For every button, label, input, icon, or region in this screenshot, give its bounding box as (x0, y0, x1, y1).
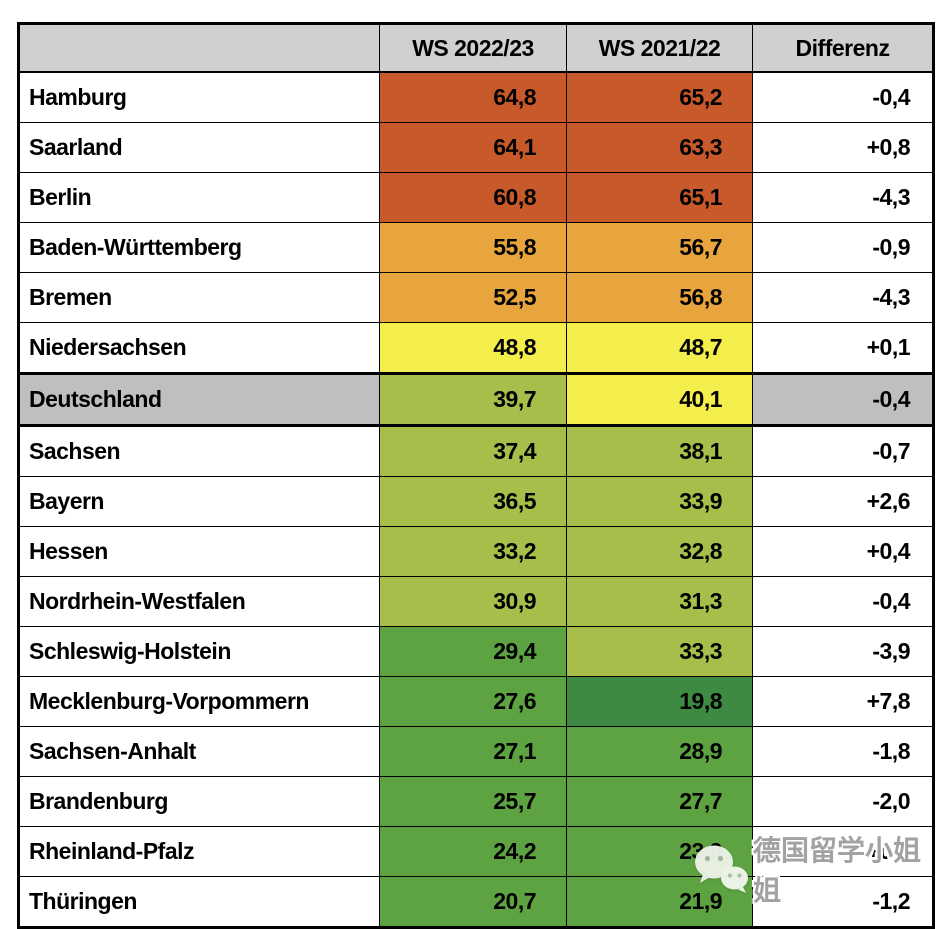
header-row: WS 2022/23 WS 2021/22 Differenz (18, 23, 934, 73)
table-row: Baden-Württemberg 55,8 56,7 -0,9 (18, 222, 934, 273)
value-ws2021-22-cell: 31,3 (566, 576, 753, 627)
header-empty-cell (18, 23, 380, 73)
differenz-cell: +0,4 (752, 526, 934, 577)
table-row: Bremen 52,5 56,8 -4,3 (18, 272, 934, 323)
state-name-cell: Deutschland (18, 372, 380, 427)
table-row: Hessen 33,2 32,8 +0,4 (18, 526, 934, 577)
value-ws2021-22-cell: 38,1 (566, 425, 753, 477)
state-name-cell: Brandenburg (18, 776, 380, 827)
table-row: Hamburg 64,8 65,2 -0,4 (18, 71, 934, 123)
value-ws2021-22-cell: 33,3 (566, 626, 753, 677)
state-name-cell: Baden-Württemberg (18, 222, 380, 273)
value-ws2021-22-cell: 40,1 (566, 372, 753, 427)
value-ws2022-23-cell: 64,1 (379, 122, 567, 173)
differenz-cell: -4,3 (752, 172, 934, 223)
value-ws2022-23-cell: 37,4 (379, 425, 567, 477)
table-row: Berlin 60,8 65,1 -4,3 (18, 172, 934, 223)
value-ws2022-23-cell: 55,8 (379, 222, 567, 273)
table-row: Sachsen-Anhalt 27,1 28,9 -1,8 (18, 726, 934, 777)
value-ws2022-23-cell: 27,1 (379, 726, 567, 777)
state-name-cell: Rheinland-Pfalz (18, 826, 380, 877)
differenz-cell: -1,2 (752, 876, 934, 928)
table-row: Bayern 36,5 33,9 +2,6 (18, 476, 934, 527)
value-ws2021-22-cell: 33,9 (566, 476, 753, 527)
header-ws-2021-22: WS 2021/22 (566, 23, 753, 73)
table-row: Niedersachsen 48,8 48,7 +0,1 (18, 322, 934, 374)
value-ws2021-22-cell: 63,3 (566, 122, 753, 173)
differenz-cell: +0,8 (752, 122, 934, 173)
state-name-cell: Sachsen-Anhalt (18, 726, 380, 777)
value-ws2021-22-cell: 65,1 (566, 172, 753, 223)
state-name-cell: Bremen (18, 272, 380, 323)
state-name-cell: Mecklenburg-Vorpommern (18, 676, 380, 727)
value-ws2022-23-cell: 52,5 (379, 272, 567, 323)
state-name-cell: Berlin (18, 172, 380, 223)
value-ws2022-23-cell: 27,6 (379, 676, 567, 727)
header-ws-2022-23: WS 2022/23 (379, 23, 567, 73)
differenz-cell: +7,8 (752, 676, 934, 727)
differenz-cell: -0,9 (752, 222, 934, 273)
value-ws2021-22-cell: 27,7 (566, 776, 753, 827)
value-ws2022-23-cell: 39,7 (379, 372, 567, 427)
value-ws2022-23-cell: 60,8 (379, 172, 567, 223)
differenz-cell: -0,7 (752, 425, 934, 477)
state-name-cell: Thüringen (18, 876, 380, 928)
state-name-cell: Nordrhein-Westfalen (18, 576, 380, 627)
differenz-cell: -0,4 (752, 71, 934, 123)
value-ws2022-23-cell: 25,7 (379, 776, 567, 827)
state-name-cell: Hamburg (18, 71, 380, 123)
table-row: Rheinland-Pfalz 24,2 23,9 +0,3 (18, 826, 934, 877)
differenz-cell: +0,1 (752, 322, 934, 374)
state-name-cell: Saarland (18, 122, 380, 173)
value-ws2022-23-cell: 30,9 (379, 576, 567, 627)
state-name-cell: Bayern (18, 476, 380, 527)
value-ws2021-22-cell: 48,7 (566, 322, 753, 374)
stats-table: WS 2022/23 WS 2021/22 Differenz Hamburg 6… (17, 22, 935, 929)
value-ws2022-23-cell: 48,8 (379, 322, 567, 374)
differenz-cell: -1,8 (752, 726, 934, 777)
state-name-cell: Sachsen (18, 425, 380, 477)
table-row: Sachsen 37,4 38,1 -0,7 (18, 425, 934, 477)
differenz-cell: +2,6 (752, 476, 934, 527)
value-ws2022-23-cell: 24,2 (379, 826, 567, 877)
differenz-cell: -0,4 (752, 576, 934, 627)
value-ws2021-22-cell: 23,9 (566, 826, 753, 877)
table-row: Mecklenburg-Vorpommern 27,6 19,8 +7,8 (18, 676, 934, 727)
differenz-cell: -0,4 (752, 372, 934, 427)
table-row: Thüringen 20,7 21,9 -1,2 (18, 876, 934, 928)
header-differenz: Differenz (752, 23, 934, 73)
value-ws2021-22-cell: 21,9 (566, 876, 753, 928)
value-ws2022-23-cell: 36,5 (379, 476, 567, 527)
value-ws2022-23-cell: 29,4 (379, 626, 567, 677)
table-row: Brandenburg 25,7 27,7 -2,0 (18, 776, 934, 827)
differenz-cell: -2,0 (752, 776, 934, 827)
value-ws2022-23-cell: 20,7 (379, 876, 567, 928)
table-row: Schleswig-Holstein 29,4 33,3 -3,9 (18, 626, 934, 677)
value-ws2021-22-cell: 19,8 (566, 676, 753, 727)
state-name-cell: Schleswig-Holstein (18, 626, 380, 677)
state-name-cell: Hessen (18, 526, 380, 577)
table-row: Deutschland 39,7 40,1 -0,4 (18, 372, 934, 427)
value-ws2021-22-cell: 65,2 (566, 71, 753, 123)
state-name-cell: Niedersachsen (18, 322, 380, 374)
value-ws2021-22-cell: 56,7 (566, 222, 753, 273)
value-ws2021-22-cell: 56,8 (566, 272, 753, 323)
differenz-cell: +0,3 (752, 826, 934, 877)
table-row: Nordrhein-Westfalen 30,9 31,3 -0,4 (18, 576, 934, 627)
differenz-cell: -3,9 (752, 626, 934, 677)
table-row: Saarland 64,1 63,3 +0,8 (18, 122, 934, 173)
value-ws2021-22-cell: 32,8 (566, 526, 753, 577)
differenz-cell: -4,3 (752, 272, 934, 323)
value-ws2022-23-cell: 64,8 (379, 71, 567, 123)
value-ws2021-22-cell: 28,9 (566, 726, 753, 777)
value-ws2022-23-cell: 33,2 (379, 526, 567, 577)
